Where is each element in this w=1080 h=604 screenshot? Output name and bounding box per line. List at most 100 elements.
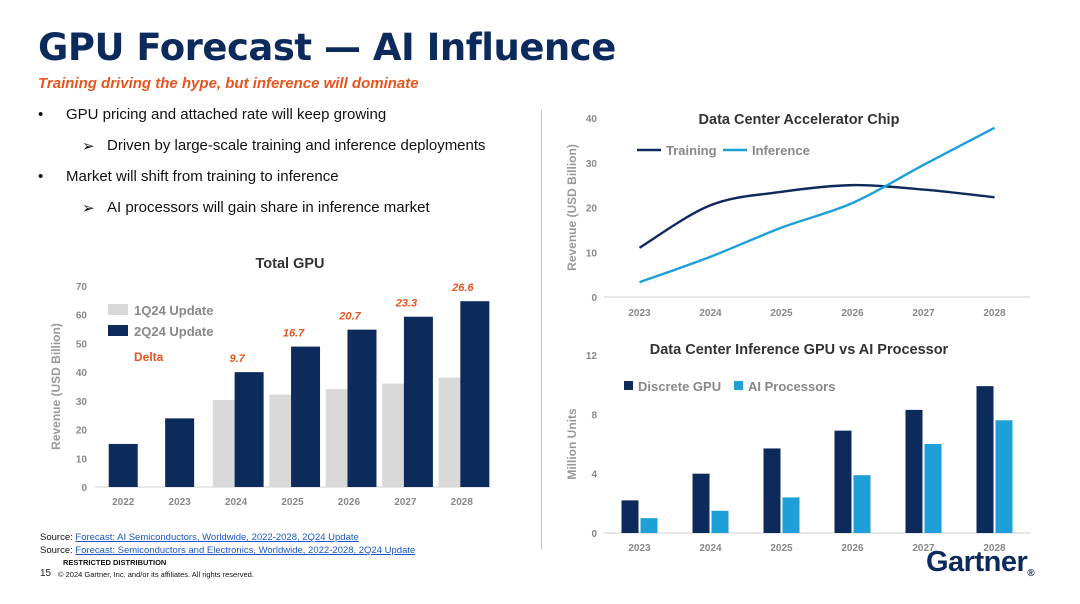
bar-ai-processors	[995, 420, 1013, 533]
x-tick-label: 2024	[699, 308, 722, 319]
copyright: © 2024 Gartner, Inc. and/or its affiliat…	[58, 570, 254, 579]
y-tick-label: 20	[76, 426, 88, 437]
y-tick-label: 30	[586, 159, 598, 170]
source-link-2[interactable]: Forecast: Semiconductors and Electronics…	[75, 545, 416, 556]
bullet-text: Driven by large-scale training and infer…	[107, 137, 486, 154]
source-prefix: Source:	[40, 545, 76, 556]
bar-2q24	[234, 372, 264, 487]
bar-2q24	[108, 443, 138, 487]
y-tick-label: 8	[591, 410, 597, 421]
x-tick-label: 2026	[841, 543, 864, 554]
chart-title-total-gpu: Total GPU	[255, 256, 324, 272]
delta-label: 23.3	[395, 298, 417, 310]
bar-ai-processors	[782, 497, 800, 533]
legend-swatch	[108, 325, 128, 336]
page-number: 15	[40, 568, 52, 579]
x-tick-label: 2023	[628, 308, 651, 319]
bar-ai-processors	[924, 444, 942, 533]
legend-delta-label: Delta	[134, 350, 164, 364]
legend-label: Inference	[752, 143, 810, 158]
y-tick-label: 20	[586, 204, 598, 215]
logo-text: Gartner	[926, 546, 1028, 578]
bar-2q24	[291, 346, 321, 487]
bar-discrete-gpu	[763, 448, 781, 533]
bar-ai-processors	[711, 510, 729, 533]
bullet-marker: •	[38, 168, 44, 185]
chart-title-inference: Data Center Inference GPU vs AI Processo…	[650, 342, 949, 358]
bar-2q24	[165, 418, 195, 487]
sub-bullet-marker: ➢	[82, 138, 95, 155]
y-axis-label: Revenue (USD Billion)	[565, 144, 579, 271]
column-divider	[541, 110, 542, 550]
x-tick-label: 2027	[912, 308, 935, 319]
bar-discrete-gpu	[905, 409, 923, 533]
bar-discrete-gpu	[621, 500, 639, 533]
legend-swatch	[734, 381, 743, 390]
series-line-inference	[639, 126, 996, 284]
page-title: GPU Forecast — AI Influence	[38, 26, 616, 69]
x-tick-label: 2024	[699, 543, 722, 554]
y-axis-label: Million Units	[565, 408, 579, 480]
x-tick-label: 2028	[983, 308, 1006, 319]
bar-discrete-gpu	[692, 473, 710, 533]
legend-label: AI Processors	[748, 379, 835, 394]
delta-label: 16.7	[283, 328, 305, 340]
bullet-marker: •	[38, 106, 44, 123]
x-tick-label: 2028	[451, 497, 474, 508]
logo-mark: ®	[1027, 568, 1035, 579]
bar-2q24	[460, 301, 490, 487]
page-subtitle: Training driving the hype, but inference…	[38, 75, 419, 92]
y-tick-label: 70	[76, 282, 88, 293]
x-tick-label: 2025	[281, 497, 304, 508]
bullet-text: GPU pricing and attached rate will keep …	[66, 106, 387, 123]
source-prefix: Source:	[40, 532, 76, 543]
x-tick-label: 2023	[628, 543, 651, 554]
gartner-logo: Gartner®	[926, 546, 1035, 579]
legend-label: 1Q24 Update	[134, 303, 213, 318]
y-tick-label: 10	[586, 248, 598, 259]
source-line-2: Source: Forecast: Semiconductors and Ele…	[40, 545, 415, 556]
bullet-text: Market will shift from training to infer…	[66, 168, 339, 185]
series-line-training	[638, 183, 995, 249]
bullet-text: AI processors will gain share in inferen…	[107, 199, 430, 216]
x-tick-label: 2027	[394, 497, 417, 508]
x-tick-label: 2028	[983, 543, 1006, 554]
x-tick-label: 2027	[912, 543, 935, 554]
x-tick-label: 2022	[112, 497, 135, 508]
y-tick-label: 10	[76, 454, 88, 465]
bar-2q24	[403, 316, 433, 487]
x-tick-label: 2025	[770, 543, 793, 554]
y-tick-label: 4	[591, 470, 597, 481]
x-tick-label: 2026	[841, 308, 864, 319]
y-tick-label: 0	[591, 529, 597, 540]
legend-label: Training	[666, 143, 717, 158]
legend-swatch	[108, 304, 128, 315]
y-tick-label: 50	[76, 339, 88, 350]
y-tick-label: 0	[591, 293, 597, 304]
source-link-1[interactable]: Forecast: AI Semiconductors, Worldwide, …	[75, 532, 359, 543]
restricted-label: RESTRICTED DISTRIBUTION	[63, 558, 167, 567]
bar-2q24	[347, 329, 377, 487]
legend-label: 2Q24 Update	[134, 324, 213, 339]
legend-label: Discrete GPU	[638, 379, 721, 394]
bar-ai-processors	[640, 518, 658, 533]
source-line-1: Source: Forecast: AI Semiconductors, Wor…	[40, 532, 359, 543]
y-tick-label: 30	[76, 397, 88, 408]
x-tick-label: 2024	[225, 497, 248, 508]
x-tick-label: 2023	[169, 497, 192, 508]
delta-label: 9.7	[229, 353, 245, 365]
delta-label: 26.6	[451, 282, 474, 294]
bar-discrete-gpu	[976, 386, 994, 533]
y-axis-label: Revenue (USD Billion)	[49, 323, 63, 450]
chart-title-accelerator: Data Center Accelerator Chip	[699, 112, 900, 128]
y-tick-label: 60	[76, 311, 88, 322]
x-tick-label: 2025	[770, 308, 793, 319]
y-tick-label: 40	[76, 368, 88, 379]
legend-swatch	[624, 381, 633, 390]
y-tick-label: 0	[81, 483, 87, 494]
y-tick-label: 40	[586, 114, 598, 125]
x-tick-label: 2026	[338, 497, 361, 508]
y-tick-label: 12	[586, 351, 598, 362]
bar-discrete-gpu	[834, 430, 852, 533]
